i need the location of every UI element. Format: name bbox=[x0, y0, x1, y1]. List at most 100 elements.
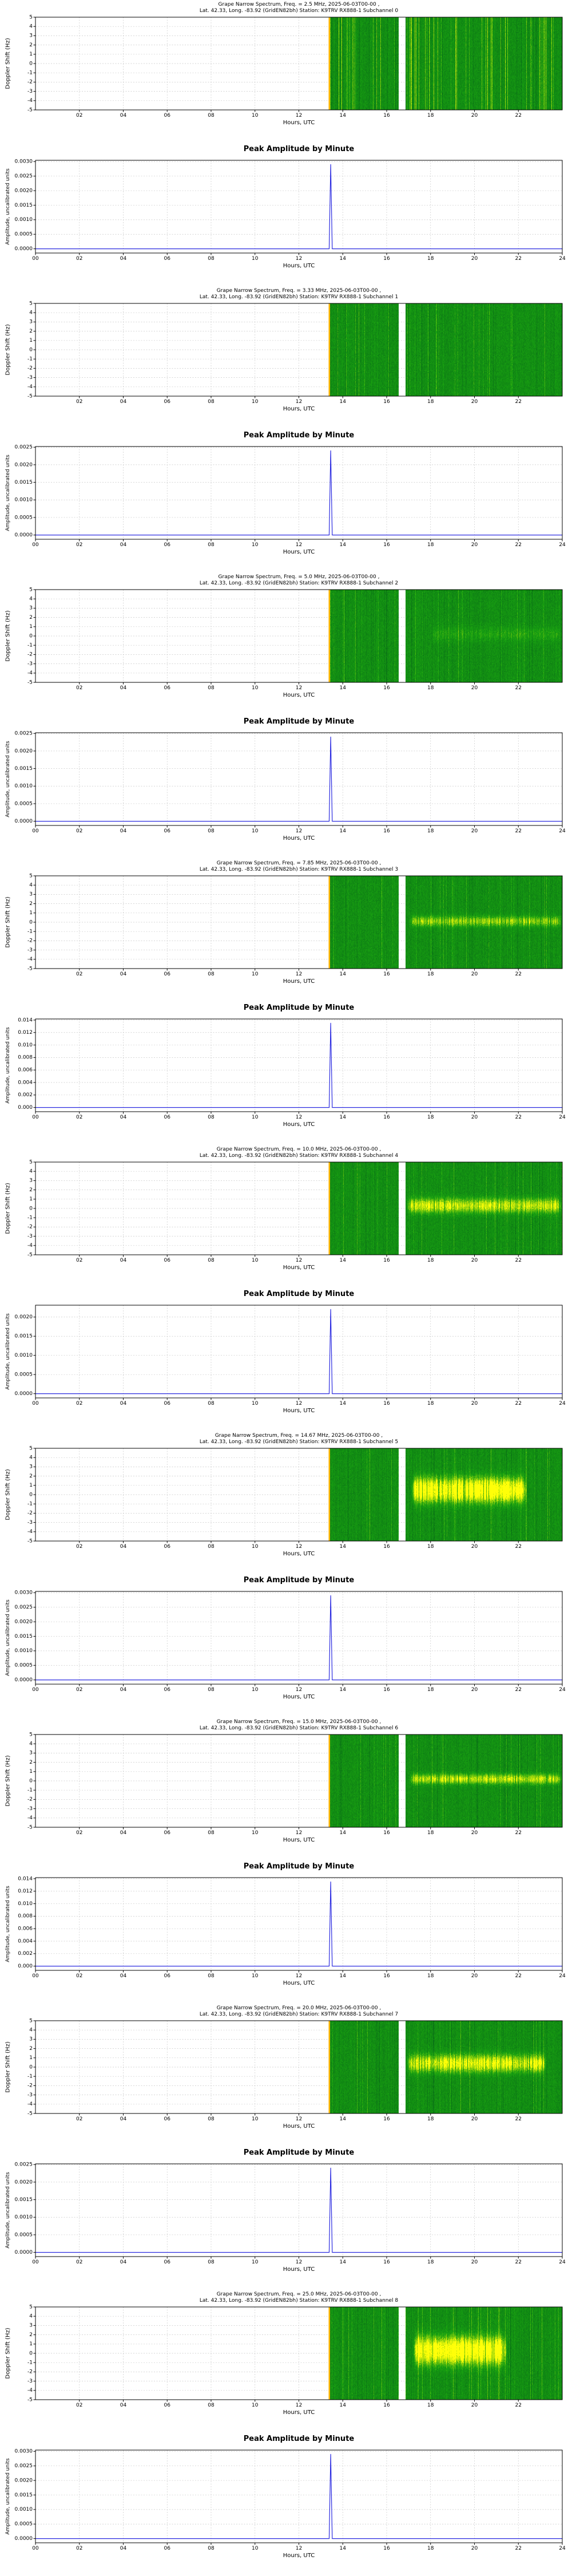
plot-canvas bbox=[0, 0, 572, 143]
chart-title: Peak Amplitude by Minute bbox=[243, 1003, 355, 1012]
spectrogram-figure: Grape Narrow Spectrum, Freq. = 14.67 MHz… bbox=[0, 1431, 572, 1574]
amplitude-figure: Peak Amplitude by Minute Amplitude, unca… bbox=[0, 2433, 572, 2576]
plot-canvas bbox=[0, 1717, 572, 1860]
chart-title: Peak Amplitude by Minute bbox=[243, 1290, 355, 1298]
amplitude-figure: Peak Amplitude by Minute Amplitude, unca… bbox=[0, 429, 572, 572]
amplitude-figure: Peak Amplitude by Minute Amplitude, unca… bbox=[0, 1288, 572, 1431]
chart-title: Grape Narrow Spectrum, Freq. = 5.0 MHz, … bbox=[218, 574, 380, 580]
chart-subtitle: Lat. 42.33, Long. -83.92 (GridEN82bh) St… bbox=[199, 294, 399, 300]
spectrogram-figure: Grape Narrow Spectrum, Freq. = 10.0 MHz,… bbox=[0, 1145, 572, 1288]
amplitude-figure: Peak Amplitude by Minute Amplitude, unca… bbox=[0, 716, 572, 859]
x-axis-label: Hours, UTC bbox=[283, 120, 315, 126]
chart-subtitle: Lat. 42.33, Long. -83.92 (GridEN82bh) St… bbox=[199, 2012, 399, 2017]
spectrogram-figure: Grape Narrow Spectrum, Freq. = 3.33 MHz,… bbox=[0, 286, 572, 429]
y-axis-label: Doppler Shift (Hz) bbox=[5, 896, 11, 948]
plot-canvas bbox=[0, 2290, 572, 2433]
plot-canvas bbox=[0, 429, 572, 572]
x-axis-label: Hours, UTC bbox=[283, 406, 315, 412]
chart-title: Peak Amplitude by Minute bbox=[243, 145, 355, 153]
x-axis-label: Hours, UTC bbox=[283, 1694, 315, 1700]
chart-title: Peak Amplitude by Minute bbox=[243, 1862, 355, 1871]
plot-canvas bbox=[0, 143, 572, 286]
x-axis-label: Hours, UTC bbox=[283, 1265, 315, 1271]
y-axis-label: Doppler Shift (Hz) bbox=[5, 1469, 11, 1520]
y-axis-label: Amplitude, uncalibrated units bbox=[5, 168, 11, 245]
x-axis-label: Hours, UTC bbox=[283, 1408, 315, 1414]
y-axis-label: Amplitude, uncalibrated units bbox=[5, 455, 11, 531]
amplitude-figure: Peak Amplitude by Minute Amplitude, unca… bbox=[0, 1574, 572, 1717]
plot-canvas bbox=[0, 716, 572, 859]
plot-canvas bbox=[0, 1288, 572, 1431]
amplitude-figure: Peak Amplitude by Minute Amplitude, unca… bbox=[0, 1860, 572, 2004]
chart-title: Grape Narrow Spectrum, Freq. = 15.0 MHz,… bbox=[216, 1719, 382, 1725]
spectrogram-figure: Grape Narrow Spectrum, Freq. = 5.0 MHz, … bbox=[0, 572, 572, 716]
plot-canvas bbox=[0, 1574, 572, 1717]
y-axis-label: Doppler Shift (Hz) bbox=[5, 38, 11, 89]
x-axis-label: Hours, UTC bbox=[283, 1551, 315, 1557]
chart-title: Grape Narrow Spectrum, Freq. = 25.0 MHz,… bbox=[216, 2291, 382, 2297]
plot-canvas bbox=[0, 1002, 572, 1145]
y-axis-label: Doppler Shift (Hz) bbox=[5, 610, 11, 662]
x-axis-label: Hours, UTC bbox=[283, 1837, 315, 1843]
spectrogram-figure: Grape Narrow Spectrum, Freq. = 20.0 MHz,… bbox=[0, 2004, 572, 2147]
y-axis-label: Amplitude, uncalibrated units bbox=[5, 741, 11, 817]
chart-subtitle: Lat. 42.33, Long. -83.92 (GridEN82bh) St… bbox=[199, 1153, 399, 1159]
y-axis-label: Doppler Shift (Hz) bbox=[5, 1183, 11, 1234]
plot-canvas bbox=[0, 2004, 572, 2147]
plot-canvas bbox=[0, 286, 572, 429]
chart-title: Peak Amplitude by Minute bbox=[243, 1576, 355, 1585]
y-axis-label: Amplitude, uncalibrated units bbox=[5, 2458, 11, 2535]
x-axis-label: Hours, UTC bbox=[283, 549, 315, 555]
plot-canvas bbox=[0, 859, 572, 1002]
spectrogram-figure: Grape Narrow Spectrum, Freq. = 7.85 MHz,… bbox=[0, 859, 572, 1002]
amplitude-figure: Peak Amplitude by Minute Amplitude, unca… bbox=[0, 2147, 572, 2290]
x-axis-label: Hours, UTC bbox=[283, 835, 315, 841]
chart-title: Grape Narrow Spectrum, Freq. = 7.85 MHz,… bbox=[216, 860, 382, 866]
y-axis-label: Amplitude, uncalibrated units bbox=[5, 1027, 11, 1104]
plot-canvas bbox=[0, 1860, 572, 2004]
spectrogram-figure: Grape Narrow Spectrum, Freq. = 2.5 MHz, … bbox=[0, 0, 572, 143]
chart-title: Grape Narrow Spectrum, Freq. = 20.0 MHz,… bbox=[216, 2005, 382, 2011]
plot-canvas bbox=[0, 572, 572, 716]
chart-subtitle: Lat. 42.33, Long. -83.92 (GridEN82bh) St… bbox=[199, 867, 399, 872]
chart-subtitle: Lat. 42.33, Long. -83.92 (GridEN82bh) St… bbox=[199, 1439, 399, 1445]
x-axis-label: Hours, UTC bbox=[283, 263, 315, 269]
x-axis-label: Hours, UTC bbox=[283, 2266, 315, 2273]
x-axis-label: Hours, UTC bbox=[283, 2409, 315, 2416]
y-axis-label: Amplitude, uncalibrated units bbox=[5, 1599, 11, 1676]
x-axis-label: Hours, UTC bbox=[283, 1121, 315, 1128]
chart-title: Grape Narrow Spectrum, Freq. = 3.33 MHz,… bbox=[216, 288, 382, 294]
chart-title: Peak Amplitude by Minute bbox=[243, 431, 355, 440]
chart-subtitle: Lat. 42.33, Long. -83.92 (GridEN82bh) St… bbox=[199, 8, 399, 14]
plot-canvas bbox=[0, 2147, 572, 2290]
chart-subtitle: Lat. 42.33, Long. -83.92 (GridEN82bh) St… bbox=[199, 1725, 399, 1731]
chart-title: Peak Amplitude by Minute bbox=[243, 717, 355, 726]
chart-subtitle: Lat. 42.33, Long. -83.92 (GridEN82bh) St… bbox=[199, 580, 399, 586]
chart-title: Peak Amplitude by Minute bbox=[243, 2148, 355, 2157]
y-axis-label: Doppler Shift (Hz) bbox=[5, 324, 11, 376]
chart-title: Peak Amplitude by Minute bbox=[243, 2435, 355, 2443]
plot-canvas bbox=[0, 1145, 572, 1288]
y-axis-label: Doppler Shift (Hz) bbox=[5, 2328, 11, 2379]
chart-title: Grape Narrow Spectrum, Freq. = 14.67 MHz… bbox=[214, 1433, 383, 1439]
x-axis-label: Hours, UTC bbox=[283, 692, 315, 698]
spectrogram-figure: Grape Narrow Spectrum, Freq. = 25.0 MHz,… bbox=[0, 2290, 572, 2433]
chart-subtitle: Lat. 42.33, Long. -83.92 (GridEN82bh) St… bbox=[199, 2298, 399, 2304]
chart-title: Grape Narrow Spectrum, Freq. = 2.5 MHz, … bbox=[218, 2, 380, 7]
x-axis-label: Hours, UTC bbox=[283, 1980, 315, 1986]
x-axis-label: Hours, UTC bbox=[283, 2553, 315, 2559]
y-axis-label: Amplitude, uncalibrated units bbox=[5, 2172, 11, 2249]
plot-canvas bbox=[0, 1431, 572, 1574]
x-axis-label: Hours, UTC bbox=[283, 2123, 315, 2129]
y-axis-label: Doppler Shift (Hz) bbox=[5, 1755, 11, 1807]
amplitude-figure: Peak Amplitude by Minute Amplitude, unca… bbox=[0, 143, 572, 286]
amplitude-figure: Peak Amplitude by Minute Amplitude, unca… bbox=[0, 1002, 572, 1145]
y-axis-label: Amplitude, uncalibrated units bbox=[5, 1886, 11, 1962]
plot-canvas bbox=[0, 2433, 572, 2576]
spectrogram-figure: Grape Narrow Spectrum, Freq. = 15.0 MHz,… bbox=[0, 1717, 572, 1860]
y-axis-label: Amplitude, uncalibrated units bbox=[5, 1313, 11, 1390]
y-axis-label: Doppler Shift (Hz) bbox=[5, 2041, 11, 2093]
x-axis-label: Hours, UTC bbox=[283, 978, 315, 985]
chart-title: Grape Narrow Spectrum, Freq. = 10.0 MHz,… bbox=[216, 1147, 382, 1152]
